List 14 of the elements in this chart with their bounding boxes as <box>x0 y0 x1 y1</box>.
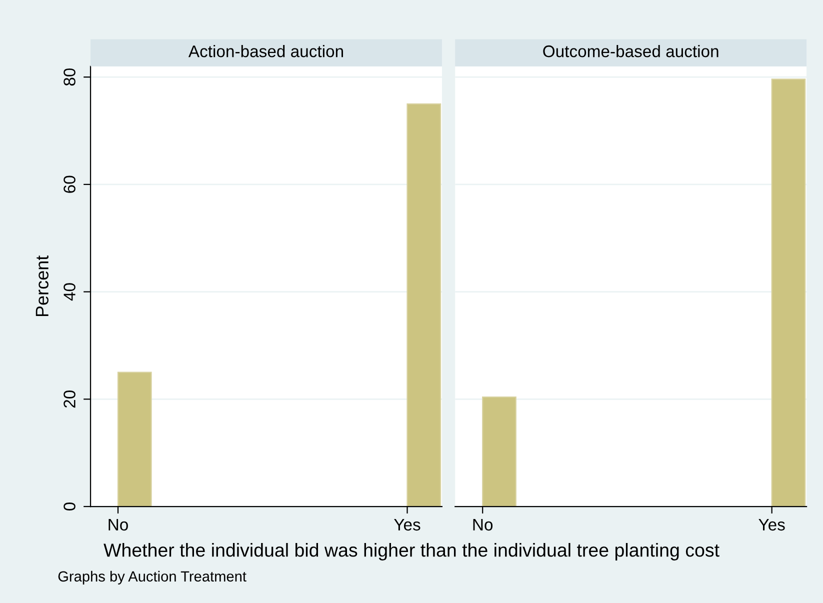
x-axis-title: Whether the individual bid was higher than the individual tree planting cost <box>104 543 720 560</box>
x-tick-label: No <box>473 518 493 531</box>
chart-title: Action-based auction <box>188 44 343 58</box>
y-tick-label: 60 <box>64 176 76 193</box>
x-tick-label: No <box>108 518 128 531</box>
x-tick-label: Yes <box>758 518 785 531</box>
y-tick-label: 20 <box>64 390 76 408</box>
chart-title: Outcome-based auction <box>543 44 718 58</box>
text: Graphs by Auction Treatment <box>58 570 246 584</box>
y-tick-label: 40 <box>64 283 76 301</box>
x-tick-label: Yes <box>394 518 420 531</box>
y-axis-title: Percent <box>36 255 49 316</box>
y-tick-label: 0 <box>64 502 76 511</box>
y-tick-label: 80 <box>64 68 76 86</box>
